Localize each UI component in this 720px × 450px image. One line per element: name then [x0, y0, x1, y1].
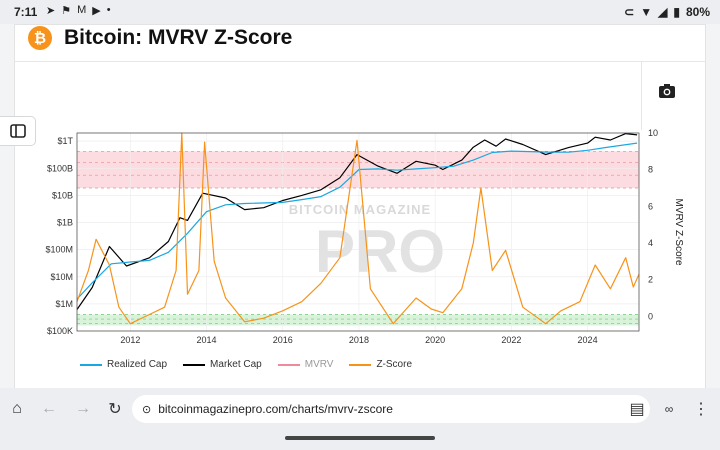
legend-label: MVRV — [304, 359, 334, 370]
x-tick-label: 2012 — [120, 335, 140, 345]
chart-card — [14, 24, 706, 388]
legend-label: Market Cap — [210, 359, 262, 370]
page-title: Bitcoin: MVRV Z-Score — [64, 26, 293, 49]
y-tick-label: $1M — [55, 299, 73, 309]
watermark-text: BITCOIN MAGAZINE — [289, 202, 431, 217]
z-tick-label: 0 — [648, 311, 653, 321]
x-tick-label: 2014 — [197, 335, 217, 345]
browser-toolbar: ⌂ ← → ↻ ⊙ bitcoinmagazinepro.com/charts/… — [0, 388, 720, 450]
green-zone — [77, 314, 639, 326]
y-tick-label: $1T — [57, 136, 73, 146]
signal-icon: ◢ — [658, 5, 668, 19]
page-header: ₿ Bitcoin: MVRV Z-Score — [28, 25, 292, 51]
status-bar: 7:11 ➤ ⚑ M ▶ • ⊂ ▼ ◢ ▮ 80% — [0, 0, 720, 24]
legend-swatch — [349, 363, 372, 366]
y-tick-label: $1B — [57, 218, 73, 228]
legend-realized-cap[interactable]: Realized Cap — [80, 359, 167, 370]
legend-z-score[interactable]: Z-Score — [349, 359, 412, 370]
notification-icons: ➤ ⚑ M ▶ • — [46, 4, 111, 17]
url-text: bitcoinmagazinepro.com/charts/mvrv-zscor… — [158, 402, 393, 416]
y-tick-label: $10M — [50, 272, 73, 282]
tabs-icon[interactable]: ∞ — [664, 402, 674, 416]
battery-level: 80% — [685, 5, 710, 19]
cast-icon: ⊂ — [624, 5, 635, 19]
web-page: ₿ Bitcoin: MVRV Z-Score BITCOIN MAGAZINE… — [0, 24, 720, 388]
y-axis-title: MVRV Z-Score — [673, 198, 684, 265]
system-icons: ⊂ ▼ ◢ ▮ 80% — [624, 5, 710, 19]
x-tick-label: 2022 — [501, 335, 521, 345]
battery-icon: ▮ — [673, 5, 680, 19]
legend-swatch — [277, 363, 300, 366]
z-tick-label: 10 — [648, 128, 658, 138]
url-bar[interactable]: ⊙ bitcoinmagazinepro.com/charts/mvrv-zsc… — [132, 395, 650, 423]
z-tick-label: 6 — [648, 201, 653, 211]
x-tick-label: 2018 — [349, 335, 369, 345]
forward-icon[interactable]: → — [75, 400, 91, 417]
x-tick-label: 2016 — [273, 335, 293, 345]
z-tick-label: 8 — [648, 165, 653, 175]
sidebar-toggle-button[interactable] — [0, 116, 36, 146]
home-icon[interactable]: ⌂ — [12, 400, 22, 417]
back-icon[interactable]: ← — [41, 400, 57, 417]
bitcoin-logo-icon: ₿ — [28, 26, 52, 50]
y-tick-label: $100M — [45, 245, 73, 255]
legend-label: Realized Cap — [107, 359, 168, 370]
toolbar-divider — [641, 62, 642, 130]
watermark-text: PRO — [315, 218, 445, 285]
camera-icon[interactable] — [658, 82, 676, 100]
series-z-score — [76, 132, 640, 325]
legend-swatch — [183, 363, 206, 366]
z-tick-label: 2 — [648, 275, 653, 285]
legend-mvrv[interactable]: MVRV — [277, 359, 334, 370]
y-tick-label: $100K — [47, 326, 73, 336]
wifi-icon: ▼ — [640, 5, 653, 19]
header-divider — [14, 61, 706, 62]
flag-icon: ⚑ — [61, 5, 72, 17]
y-tick-label: $10B — [52, 190, 73, 200]
chart-legend: Realized Cap Market Cap MVRV Z-Score — [80, 359, 412, 370]
legend-swatch — [80, 363, 102, 366]
legend-market-cap[interactable]: Market Cap — [183, 359, 262, 370]
telegram-icon: ➤ — [46, 5, 56, 17]
gmail-icon: M — [77, 4, 87, 16]
reader-icon[interactable]: ▤ — [629, 401, 645, 418]
menu-icon[interactable]: ⋮ — [693, 401, 709, 418]
legend-label: Z-Score — [376, 359, 413, 370]
dot-icon: • — [106, 4, 111, 16]
y-tick-label: $100B — [47, 163, 73, 173]
series-realized-cap — [76, 142, 638, 300]
site-info-icon[interactable]: ⊙ — [142, 403, 152, 416]
reload-icon[interactable]: ↻ — [108, 401, 122, 418]
youtube-icon: ▶ — [92, 5, 101, 17]
x-tick-label: 2020 — [425, 335, 445, 345]
gesture-handle — [285, 436, 435, 440]
plot-border — [76, 132, 640, 332]
x-tick-label: 2024 — [578, 335, 598, 345]
status-time: 7:11 — [14, 5, 38, 19]
z-tick-label: 4 — [648, 238, 653, 248]
sidebar-toggle-icon — [9, 124, 26, 138]
